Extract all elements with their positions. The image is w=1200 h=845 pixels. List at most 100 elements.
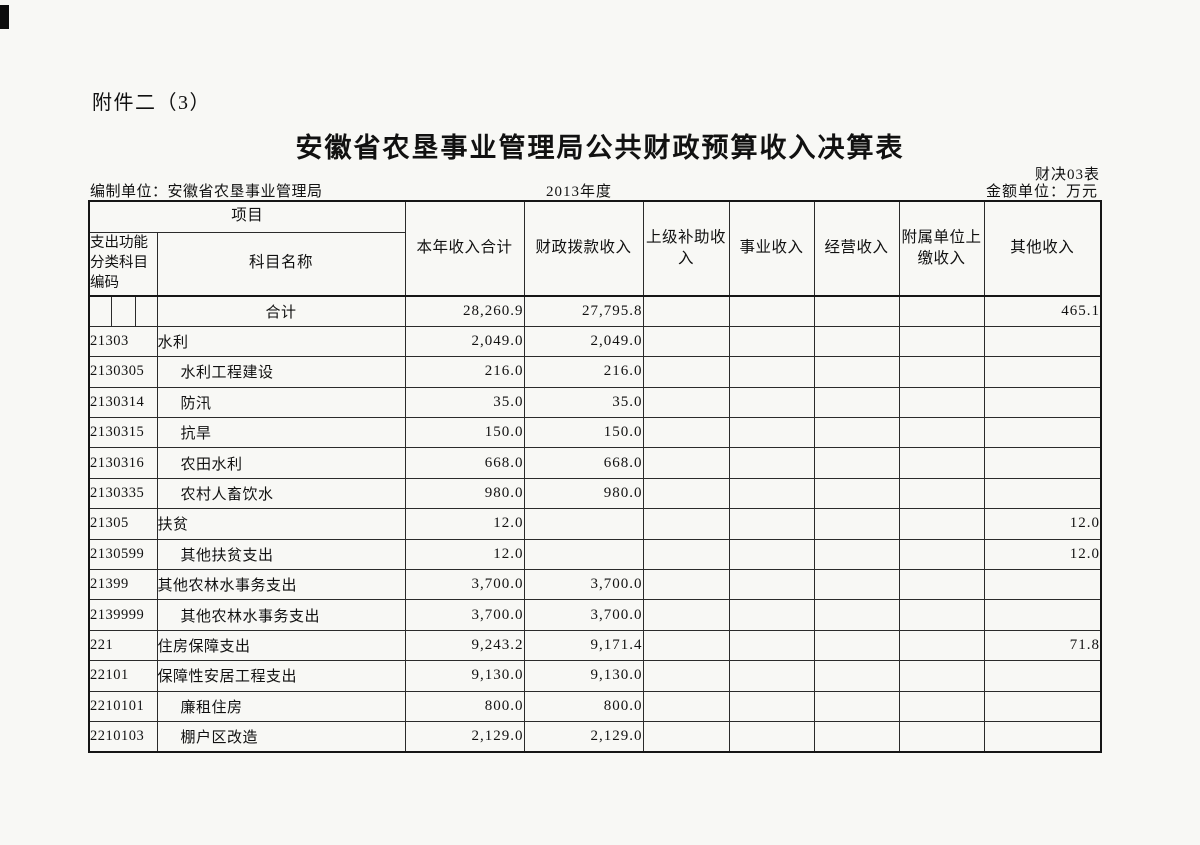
row-value-cell: 12.0: [404, 538, 525, 571]
row-value-cell: 2,129.0: [404, 720, 525, 753]
row-value-cell: [898, 538, 985, 571]
row-value-cell: [728, 447, 815, 479]
row-subject-name: 水利: [156, 325, 406, 358]
row-value-cell: [898, 690, 985, 722]
row-value-cell: [813, 386, 900, 419]
row-value-cell: [983, 477, 1102, 510]
row-value-cell: [642, 599, 730, 631]
row-value-cell: [898, 386, 985, 419]
row-value-cell: [642, 569, 730, 601]
row-function-code: 221: [88, 629, 158, 662]
row-value-cell: [728, 386, 815, 419]
row-value-cell: 216.0: [523, 356, 644, 388]
row-subject-name: 农田水利: [156, 447, 406, 479]
header-row-sub: 支出功能分类科目编码 科目名称: [88, 231, 1101, 297]
row-value-cell: [813, 295, 900, 327]
attachment-label: 附件二（3）: [92, 92, 211, 114]
table-row: 22101 保障性安居工程支出 9,130.0 9,130.0: [88, 660, 1102, 692]
row-subject-name: 廉租住房: [156, 690, 406, 722]
row-value-cell: 980.0: [404, 477, 525, 510]
row-function-code: 21399: [88, 569, 158, 601]
row-function-code: 2130314: [88, 386, 158, 419]
header-col-affiliated-remittance: 附属单位上缴收入: [898, 200, 985, 297]
row-value-cell: [728, 690, 815, 722]
header-function-code: 支出功能分类科目编码: [88, 231, 158, 297]
row-value-cell: [728, 538, 815, 571]
table-row: 2130316 农田水利 668.0 668.0: [88, 447, 1102, 479]
row-value-cell: [898, 720, 985, 753]
row-function-code: 2130316: [88, 447, 158, 479]
row-value-cell: [983, 386, 1102, 419]
row-subject-name: 其他农林水事务支出: [156, 569, 406, 601]
table-row: 21399 其他农林水事务支出 3,700.0 3,700.0: [88, 569, 1102, 601]
row-value-cell: [898, 599, 985, 631]
row-function-code: 21303: [88, 325, 158, 358]
row-value-cell: 3,700.0: [404, 569, 525, 601]
row-value-cell: [642, 447, 730, 479]
fiscal-year-label: 2013年度: [546, 184, 613, 200]
row-value-cell: [642, 629, 730, 662]
row-value-cell: 12.0: [983, 538, 1102, 571]
row-value-cell: [813, 690, 900, 722]
row-subject-name: 其他农林水事务支出: [156, 599, 406, 631]
row-value-cell: [813, 356, 900, 388]
row-value-cell: [642, 538, 730, 571]
row-value-cell: 2,049.0: [523, 325, 644, 358]
header-col-operating-income: 经营收入: [813, 200, 900, 297]
row-subject-name: 住房保障支出: [156, 629, 406, 662]
row-value-cell: [983, 356, 1102, 388]
row-value-cell: [898, 356, 985, 388]
row-value-cell: 668.0: [404, 447, 525, 479]
form-code-label: 财决03表: [1034, 167, 1100, 183]
row-function-code: 2130599: [88, 538, 158, 571]
row-value-cell: [728, 356, 815, 388]
row-subject-name: 抗旱: [156, 417, 406, 449]
header-project: 项目: [88, 200, 406, 233]
row-value-cell: [813, 629, 900, 662]
row-value-cell: [983, 569, 1102, 601]
row-value-cell: [898, 629, 985, 662]
row-value-cell: 9,130.0: [404, 660, 525, 692]
row-value-cell: [983, 599, 1102, 631]
row-value-cell: [728, 660, 815, 692]
row-value-cell: [642, 325, 730, 358]
header-col-annual-total: 本年收入合计: [404, 200, 525, 297]
row-value-cell: 2,129.0: [523, 720, 644, 753]
row-subject-name: 水利工程建设: [156, 356, 406, 388]
row-value-cell: [813, 508, 900, 540]
row-value-cell: [728, 477, 815, 510]
header-col-other-income: 其他收入: [983, 200, 1102, 297]
row-value-cell: [898, 447, 985, 479]
row-value-cell: [983, 690, 1102, 722]
table-body: 合计 28,260.9 27,795.8 465.1 21303 水利 2,049.0 2,0…: [88, 295, 1102, 753]
row-value-cell: 12.0: [983, 508, 1102, 540]
table-header: 项目 本年收入合计 财政拨款收入 上级补助收入 事业收入 经营收入 附属单位上缴…: [88, 200, 1102, 297]
row-value-cell: [728, 508, 815, 540]
table-row: 2130314 防汛 35.0 35.0: [88, 386, 1102, 419]
row-value-cell: [728, 417, 815, 449]
row-value-cell: 668.0: [523, 447, 644, 479]
table-row: 2139999 其他农林水事务支出 3,700.0 3,700.0: [88, 599, 1102, 631]
row-value-cell: [898, 660, 985, 692]
header-col-business-income: 事业收入: [728, 200, 815, 297]
row-value-cell: 150.0: [523, 417, 644, 449]
row-subject-name: 防汛: [156, 386, 406, 419]
table-row: 合计 28,260.9 27,795.8 465.1: [88, 295, 1102, 327]
row-value-cell: 216.0: [404, 356, 525, 388]
table-row: 2130599 其他扶贫支出 12.0 12.0: [88, 538, 1102, 571]
row-value-cell: [813, 660, 900, 692]
table-row: 221 住房保障支出 9,243.2 9,171.4 71.8: [88, 629, 1102, 662]
row-value-cell: [813, 720, 900, 753]
row-subject-name: 保障性安居工程支出: [156, 660, 406, 692]
table-meta-row: 编制单位：安徽省农垦事业管理局 2013年度 金额单位：万元: [88, 180, 1100, 200]
header-row-project: 项目 本年收入合计 财政拨款收入 上级补助收入 事业收入 经营收入 附属单位上缴…: [88, 200, 1102, 297]
row-value-cell: [813, 599, 900, 631]
row-value-cell: [642, 417, 730, 449]
row-value-cell: [813, 417, 900, 449]
table-row: 21305 扶贫 12.0 12.0: [88, 508, 1102, 540]
row-value-cell: 800.0: [523, 690, 644, 722]
row-value-cell: [983, 447, 1102, 479]
row-value-cell: [813, 447, 900, 479]
code-subcell: [110, 295, 136, 327]
